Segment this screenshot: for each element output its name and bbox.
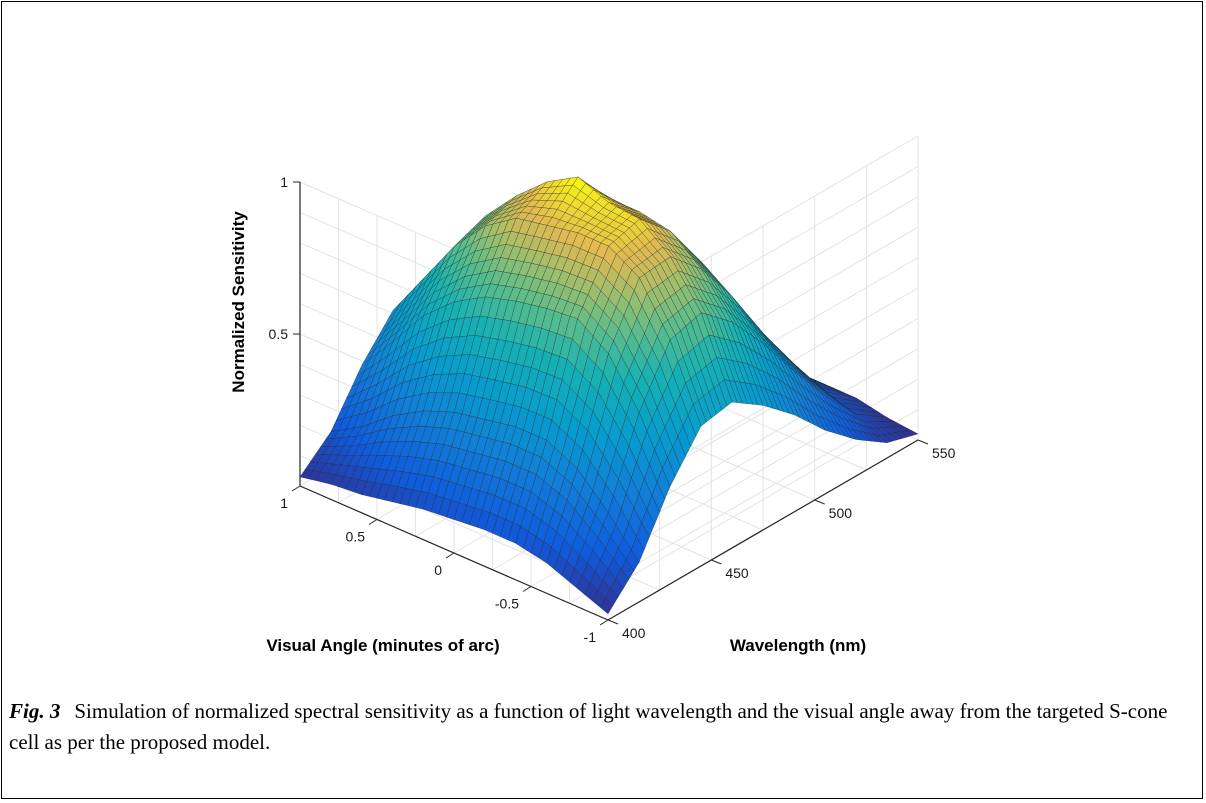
axis-ticks: 400 450 500 550 -1 -0.5 0 0.5 1 0.5 1: [269, 174, 956, 645]
y-tick-mark: [445, 552, 455, 559]
x-tick-label: 550: [932, 445, 956, 461]
figure-label: Fig. 3: [9, 699, 61, 723]
x-tick-mark: [917, 439, 929, 445]
y-tick-mark: [599, 619, 609, 626]
y-tick-label: 0: [434, 562, 442, 578]
y-tick-label: 0.5: [346, 529, 366, 545]
x-tick-mark: [711, 559, 722, 565]
x-tick-label: 450: [725, 565, 749, 581]
surface-patch: [600, 597, 614, 615]
x-axis-label: Wavelength (nm): [730, 636, 866, 655]
y-tick-label: -0.5: [495, 596, 519, 612]
x-tick-mark: [814, 499, 825, 505]
caption-text: Simulation of normalized spectral sensit…: [9, 699, 1168, 754]
x-tick-label: 400: [622, 625, 646, 641]
z-axis-label: Normalized Sensitivity: [229, 211, 248, 393]
x-tick-label: 500: [829, 505, 853, 521]
y-tick-mark: [368, 519, 378, 525]
y-tick-label: -1: [584, 629, 597, 645]
surface-plot: [299, 176, 919, 615]
x-tick-mark: [607, 619, 619, 625]
z-tick-label: 1: [280, 174, 288, 190]
z-tick-label: 0.5: [269, 326, 289, 342]
y-tick-label: 1: [280, 495, 288, 511]
surface-chart: 400 450 500 550 -1 -0.5 0 0.5 1 0.5 1 Wavelength (…: [229, 135, 956, 655]
y-tick-mark: [291, 485, 301, 492]
figure-caption: Fig. 3 Simulation of normalized spectral …: [9, 696, 1189, 758]
y-tick-mark: [522, 586, 532, 592]
y-axis-label: Visual Angle (minutes of arc): [266, 636, 499, 655]
x-axis-line: [607, 439, 919, 621]
